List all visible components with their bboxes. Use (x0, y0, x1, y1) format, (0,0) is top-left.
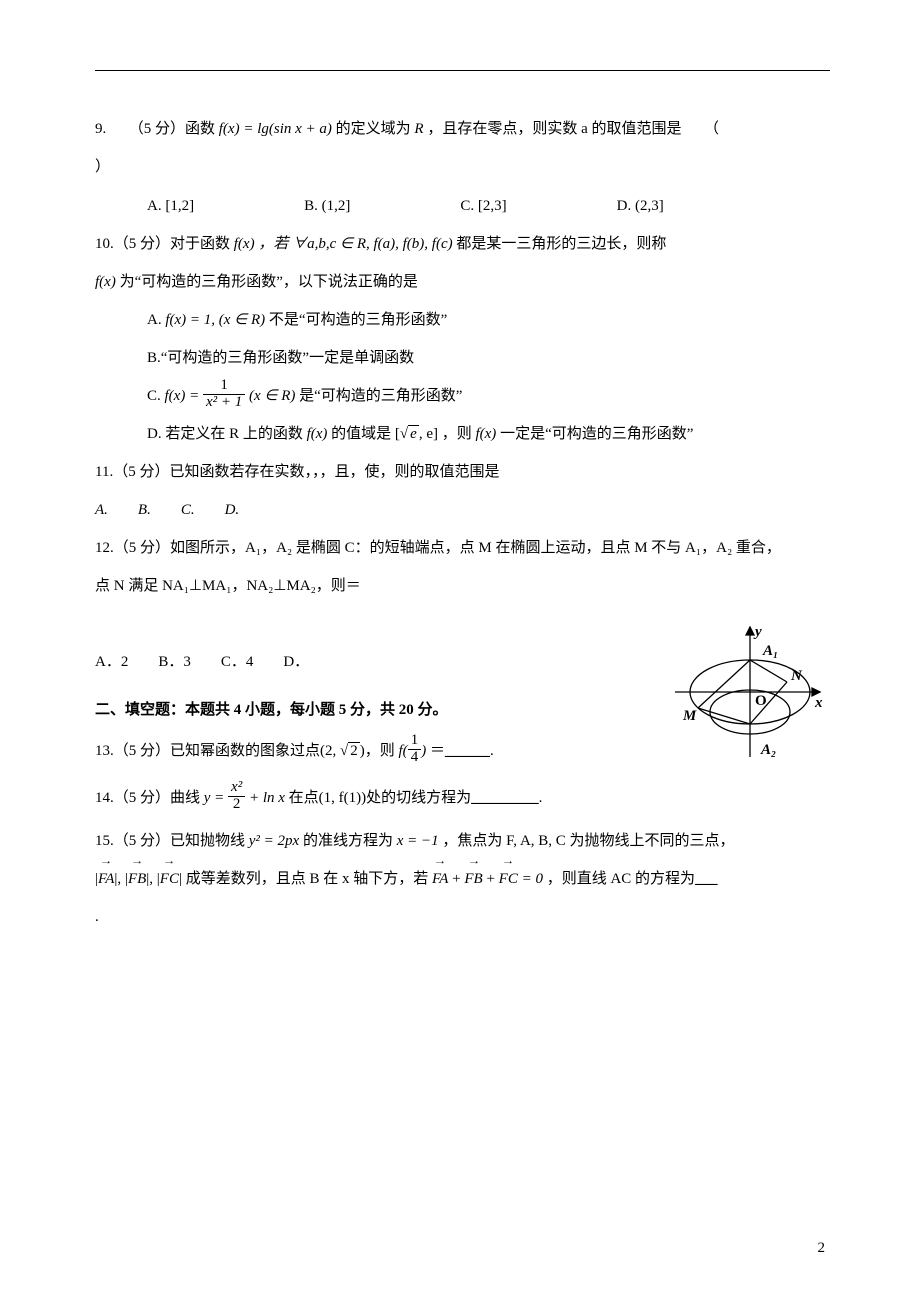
fig-y: y (753, 624, 762, 640)
q12-line2: 点 N 满足 NA₁⊥MA₁，NA₂⊥MA₂，则＝ (95, 568, 830, 604)
q9-line2: ） (95, 149, 830, 185)
q12-figure: y A₁ N x O M A₂ (675, 622, 825, 767)
q10-opt-b: B.“可构造的三角形函数”一定是单调函数 (95, 340, 830, 376)
q9-opt-b: B. (1,2] (304, 187, 350, 226)
q10-opt-a: A. f(x) = 1, (x ∈ R) 不是“可构造的三角形函数” (95, 302, 830, 338)
top-rule (95, 70, 830, 71)
q12-line1: 12.（5 分）如图所示，A₁，A₂ 是椭圆 C：的短轴端点，点 M 在椭圆上运… (95, 530, 830, 566)
q9-options: A. [1,2] B. (1,2] C. [2,3] D. (2,3] (95, 187, 830, 226)
q10-line1: 10.（5 分）对于函数 f(x) ，若 ∀a,b,c ∈ R, f(a), f… (95, 226, 830, 262)
q15-line2: |FA|, |FB|, |FC| 成等差数列，且点 B 在 x 轴下方，若 FA… (95, 861, 830, 897)
q9-opt-a: A. [1,2] (147, 187, 194, 226)
fig-n: N (790, 668, 803, 684)
fig-m: M (682, 708, 697, 724)
q10-opt-d: D. 若定义在 R 上的函数 f(x) 的值域是 [√e, e] ，则 f(x)… (95, 416, 830, 452)
q9-line1: 9. （5 分）函数 f(x) = lg(sin x + a) 的定义域为 R … (95, 111, 830, 147)
q11-text: 11.（5 分）已知函数若存在实数，，，且，使，则的取值范围是 (95, 454, 830, 490)
fig-x: x (814, 695, 823, 711)
q9-opt-c: C. [2,3] (460, 187, 506, 226)
q10-opt-c: C. f(x) = 1x² + 1 (x ∈ R) 是“可构造的三角形函数” (95, 378, 830, 414)
q11-opts: A. B. C. D. (95, 492, 830, 528)
q9-opt-d: D. (2,3] (617, 187, 664, 226)
page-number: 2 (818, 1240, 826, 1257)
fig-a2: A₂ (760, 742, 776, 758)
fig-o: O (755, 693, 767, 709)
fig-a1: A₁ (762, 643, 778, 659)
q15-dot: . (95, 899, 830, 935)
q15-line1: 15.（5 分）已知抛物线 y² = 2px 的准线方程为 x = −1 ，焦点… (95, 823, 830, 859)
q14: 14.（5 分）曲线 y = x²2 + ln x 在点(1, f(1))处的切… (95, 776, 830, 821)
q10-line2: f(x) 为“可构造的三角形函数”，以下说法正确的是 (95, 264, 830, 300)
